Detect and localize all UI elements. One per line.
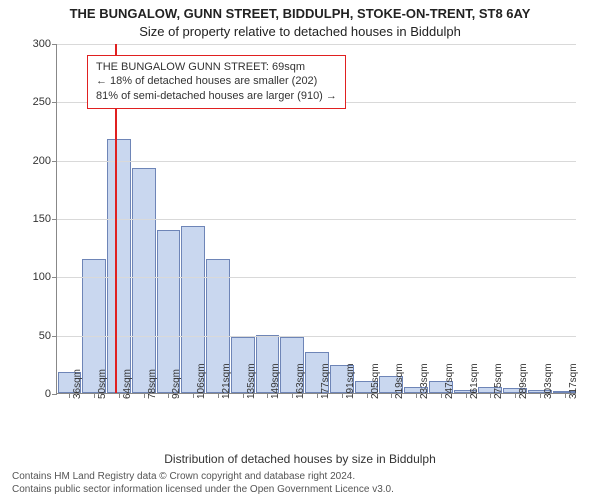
annotation-line: 81% of semi-detached houses are larger (…	[96, 89, 337, 104]
x-tick-label: 289sqm	[518, 363, 529, 399]
x-tick-mark	[342, 393, 343, 398]
chart-title-sub: Size of property relative to detached ho…	[0, 24, 600, 39]
x-tick-label: 106sqm	[196, 363, 207, 399]
gridline	[57, 44, 576, 45]
footer-line2: Contains public sector information licen…	[12, 484, 394, 497]
figure: THE BUNGALOW, GUNN STREET, BIDDULPH, STO…	[0, 0, 600, 500]
x-tick-label: 303sqm	[543, 363, 554, 399]
x-tick-label: 149sqm	[270, 363, 281, 399]
y-tick-label: 100	[17, 271, 57, 283]
x-tick-mark	[144, 393, 145, 398]
x-tick-mark	[69, 393, 70, 398]
annotation-line: THE BUNGALOW GUNN STREET: 69sqm	[96, 60, 337, 75]
x-tick-mark	[267, 393, 268, 398]
bar	[107, 139, 131, 393]
x-tick-mark	[367, 393, 368, 398]
x-tick-mark	[441, 393, 442, 398]
y-tick-label: 50	[17, 330, 57, 342]
x-tick-label: 50sqm	[97, 369, 108, 399]
x-tick-mark	[119, 393, 120, 398]
x-tick-mark	[193, 393, 194, 398]
x-tick-label: 247sqm	[444, 363, 455, 399]
y-tick-label: 200	[17, 155, 57, 167]
x-tick-label: 191sqm	[345, 363, 356, 399]
x-tick-label: 275sqm	[493, 363, 504, 399]
y-tick-mark	[52, 219, 57, 220]
x-tick-label: 219sqm	[394, 363, 405, 399]
y-tick-mark	[52, 394, 57, 395]
x-tick-mark	[416, 393, 417, 398]
x-tick-mark	[391, 393, 392, 398]
annotation-box: THE BUNGALOW GUNN STREET: 69sqm← 18% of …	[87, 55, 346, 110]
x-tick-mark	[292, 393, 293, 398]
annotation-line: ← 18% of detached houses are smaller (20…	[96, 74, 337, 89]
x-tick-mark	[466, 393, 467, 398]
x-tick-label: 92sqm	[171, 369, 182, 399]
gridline	[57, 219, 576, 220]
x-tick-mark	[218, 393, 219, 398]
gridline	[57, 277, 576, 278]
x-tick-label: 36sqm	[72, 369, 83, 399]
x-tick-label: 64sqm	[122, 369, 133, 399]
y-tick-mark	[52, 44, 57, 45]
bar	[132, 168, 156, 393]
gridline	[57, 336, 576, 337]
chart-title-main: THE BUNGALOW, GUNN STREET, BIDDULPH, STO…	[0, 6, 600, 21]
x-tick-label: 78sqm	[147, 369, 158, 399]
x-tick-mark	[317, 393, 318, 398]
x-tick-mark	[565, 393, 566, 398]
plot-area: 05010015020025030036sqm50sqm64sqm78sqm92…	[56, 44, 576, 394]
x-tick-label: 261sqm	[469, 363, 480, 399]
y-tick-mark	[52, 277, 57, 278]
x-tick-mark	[94, 393, 95, 398]
x-tick-mark	[490, 393, 491, 398]
x-tick-label: 121sqm	[221, 363, 232, 399]
x-tick-label: 233sqm	[419, 363, 430, 399]
x-tick-label: 163sqm	[295, 363, 306, 399]
y-tick-label: 250	[17, 96, 57, 108]
x-tick-label: 317sqm	[568, 363, 579, 399]
x-tick-label: 205sqm	[370, 363, 381, 399]
gridline	[57, 161, 576, 162]
y-tick-mark	[52, 161, 57, 162]
x-tick-mark	[243, 393, 244, 398]
y-tick-label: 0	[17, 388, 57, 400]
y-tick-label: 150	[17, 213, 57, 225]
y-tick-mark	[52, 102, 57, 103]
y-tick-label: 300	[17, 38, 57, 50]
x-tick-mark	[540, 393, 541, 398]
footer-attribution: Contains HM Land Registry data © Crown c…	[12, 471, 394, 496]
y-tick-mark	[52, 336, 57, 337]
x-tick-mark	[515, 393, 516, 398]
x-tick-label: 177sqm	[320, 363, 331, 399]
x-axis-label: Distribution of detached houses by size …	[0, 452, 600, 466]
x-tick-label: 135sqm	[246, 363, 257, 399]
x-tick-mark	[168, 393, 169, 398]
footer-line1: Contains HM Land Registry data © Crown c…	[12, 471, 394, 484]
